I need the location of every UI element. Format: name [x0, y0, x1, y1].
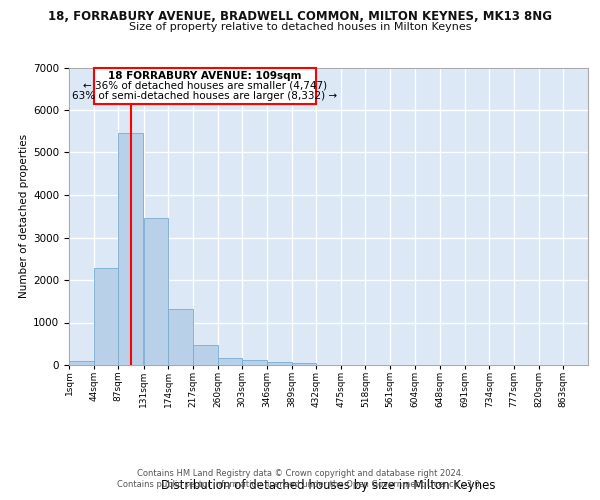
Bar	[69, 361, 94, 365]
Bar	[118, 133, 143, 365]
Y-axis label: Number of detached properties: Number of detached properties	[19, 134, 29, 298]
Text: 18 FORRABURY AVENUE: 109sqm: 18 FORRABURY AVENUE: 109sqm	[108, 71, 302, 81]
Bar	[267, 362, 292, 365]
Bar	[168, 310, 193, 365]
Text: 63% of semi-detached houses are larger (8,332) →: 63% of semi-detached houses are larger (…	[73, 91, 337, 101]
Bar	[292, 362, 316, 365]
Text: Contains public sector information licensed under the Open Government Licence v3: Contains public sector information licen…	[118, 480, 482, 489]
Text: ← 36% of detached houses are smaller (4,747): ← 36% of detached houses are smaller (4,…	[83, 81, 327, 91]
Text: Size of property relative to detached houses in Milton Keynes: Size of property relative to detached ho…	[129, 22, 471, 32]
Bar	[242, 360, 267, 365]
Bar	[193, 344, 218, 365]
Text: 18, FORRABURY AVENUE, BRADWELL COMMON, MILTON KEYNES, MK13 8NG: 18, FORRABURY AVENUE, BRADWELL COMMON, M…	[48, 10, 552, 23]
Bar	[143, 218, 168, 365]
Bar	[218, 358, 242, 365]
Bar	[94, 268, 118, 365]
X-axis label: Distribution of detached houses by size in Milton Keynes: Distribution of detached houses by size …	[161, 479, 496, 492]
Text: Contains HM Land Registry data © Crown copyright and database right 2024.: Contains HM Land Registry data © Crown c…	[137, 469, 463, 478]
Bar	[94, 68, 316, 104]
